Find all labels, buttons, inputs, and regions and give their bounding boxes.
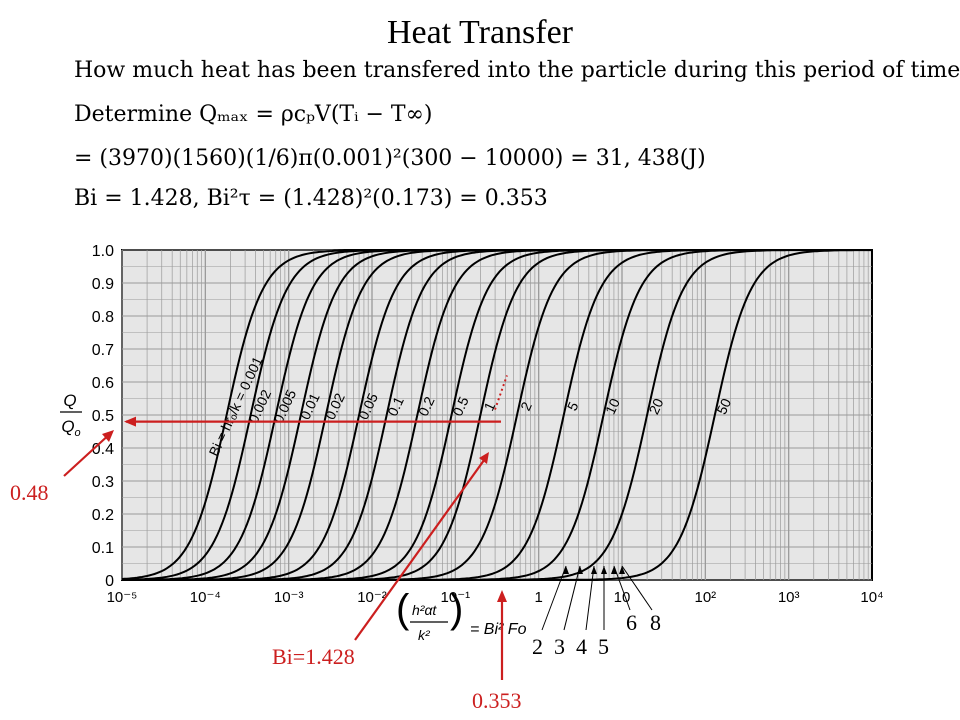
curve-label-10: 10 [602, 396, 623, 417]
callout-leader [585, 565, 595, 631]
svg-text:= Bi² Fo: = Bi² Fo [470, 621, 527, 638]
q-value-pointer-head [102, 430, 114, 442]
callout-8: 8 [650, 610, 661, 635]
x-tick-label: 10⁻⁵ [107, 589, 138, 606]
readout-lines [63, 375, 653, 680]
q-value-label: 0.48 [10, 480, 49, 505]
callout-leader [563, 565, 581, 631]
biot-calculation: Bi = 1.428, Bi²τ = (1.428)²(0.173) = 0.3… [74, 186, 548, 211]
x-tick-label: 10⁻² [357, 589, 387, 606]
curve-label-0.5: 0.5 [449, 394, 472, 419]
callout-arrowhead [611, 566, 617, 574]
callout-arrowhead [591, 566, 597, 574]
x-value-label: 0.353 [472, 688, 522, 713]
readout-arrowhead-left [124, 416, 136, 427]
svg-text:h²αt: h²αt [412, 602, 437, 618]
x-tick-label: 10⁴ [860, 589, 883, 606]
x-axis-label: ( h²αt k² ) = Bi² Fo [396, 587, 527, 643]
callout-3: 3 [554, 634, 565, 659]
qmax-definition: Determine Qₘₐₓ = ρcₚV(Tᵢ − T∞) [74, 102, 433, 127]
x-tick-label: 10⁻³ [274, 589, 304, 606]
y-tick-label: 0.8 [92, 309, 114, 326]
curve-label-20: 20 [645, 396, 666, 417]
y-tick-label: 0.9 [92, 276, 114, 293]
y-tick-label: 0.2 [92, 507, 114, 524]
qmax-calculation: = (3970)(1560)(1/6)π(0.001)²(300 − 10000… [74, 146, 706, 171]
callout-5: 5 [598, 634, 609, 659]
x-tick-label: 10 [614, 589, 631, 606]
curves [121, 249, 872, 581]
slide-title: Heat Transfer [386, 14, 574, 51]
y-tick-label: 0.7 [92, 342, 114, 359]
callout-arrowhead [563, 566, 569, 574]
callout-6: 6 [626, 610, 637, 635]
q-value-pointer [63, 431, 113, 477]
y-tick-label: 0.3 [92, 474, 114, 491]
callout-arrowhead [601, 566, 607, 574]
svg-text:Q: Q [63, 391, 76, 410]
x-tick-label: 10² [694, 589, 716, 606]
y-axis-label: Q Qo [60, 391, 82, 439]
callout-2: 2 [532, 634, 543, 659]
svg-text:Qo: Qo [61, 417, 80, 439]
y-tick-label: 0.1 [92, 540, 114, 557]
biot-number-label: Bi=1.428 [272, 644, 355, 669]
curve-label-0.1: 0.1 [384, 394, 407, 419]
callout-arrowhead [577, 566, 583, 574]
readout-dotted-mark [494, 375, 508, 410]
svg-text:k²: k² [418, 627, 431, 643]
x-tick-label: 10⁻¹ [441, 589, 471, 606]
biot-pointer-head [479, 452, 489, 464]
callout-leader [621, 565, 653, 611]
question-line: How much heat has been transfered into t… [74, 58, 960, 83]
x-tick-label: 10⁻⁴ [190, 589, 221, 606]
y-tick-label: 1.0 [92, 243, 114, 260]
callout-4: 4 [576, 634, 587, 659]
x-value-pointer-head [497, 590, 507, 602]
axis-ticks: 0 0.1 0.2 0.3 0.4 0.5 0.6 0.7 0.8 0.9 1.0 10⁻⁵ 10⁻⁴ 1… [92, 243, 884, 606]
curve-bi-50 [122, 249, 872, 581]
curve-label-50: 50 [713, 396, 734, 417]
biot-pointer [354, 455, 488, 641]
x-tick-label: 10³ [778, 589, 800, 606]
y-tick-label: 0 [105, 573, 114, 590]
x-tick-label: 1 [534, 589, 542, 606]
svg-text:(: ( [396, 587, 410, 631]
curve-label-0.2: 0.2 [415, 394, 438, 419]
y-tick-label: 0.4 [92, 441, 114, 458]
callout-leader [541, 565, 567, 631]
callout-arrowhead [619, 566, 625, 574]
svg-text:): ) [450, 587, 463, 631]
y-tick-label: 0.6 [92, 375, 114, 392]
grid [121, 249, 872, 581]
y-tick-label: 0.5 [92, 408, 114, 425]
